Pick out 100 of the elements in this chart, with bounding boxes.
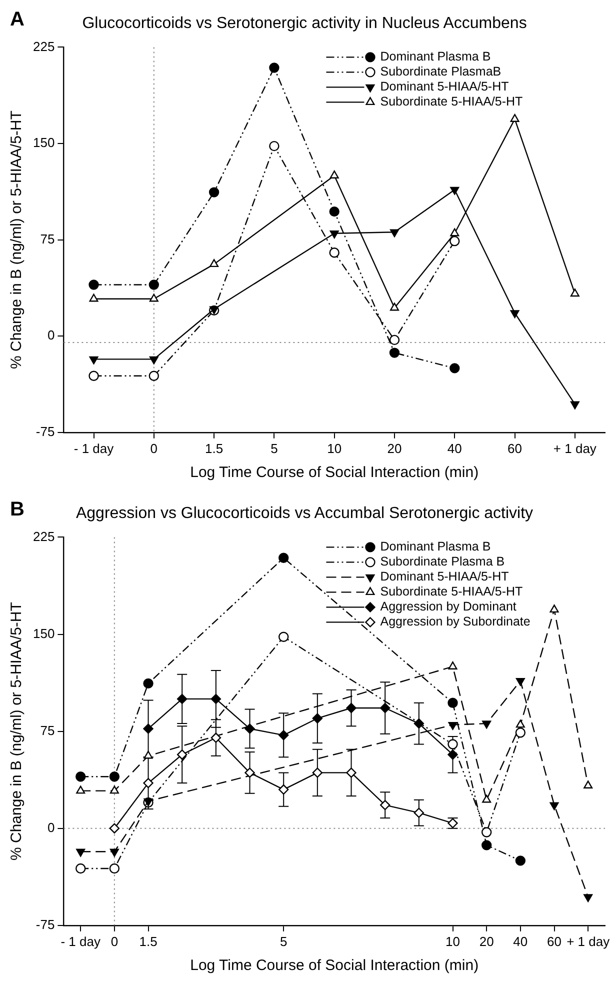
- legend-label: Aggression by Dominant: [380, 600, 517, 614]
- x-tick-label: 60: [508, 440, 522, 456]
- point: [278, 784, 289, 795]
- point: [584, 780, 593, 788]
- point: [143, 724, 154, 734]
- point: [329, 206, 340, 217]
- point: [312, 713, 323, 724]
- point: [448, 749, 458, 760]
- point: [177, 694, 188, 704]
- point: [570, 288, 580, 297]
- point: [177, 749, 188, 760]
- x-tick-label: 40: [513, 934, 528, 949]
- point: [482, 794, 492, 803]
- y-axis-title: % Change in B (ng/ml) or 5-HIAA/5-HT: [8, 602, 26, 861]
- point: [109, 771, 120, 782]
- point: [346, 702, 356, 714]
- point: [110, 786, 119, 794]
- point: [390, 229, 399, 238]
- chart-title: Aggression vs Glucocorticoids vs Accumbal Serotonergic activity: [76, 505, 534, 522]
- y-tick-label: -75: [36, 424, 55, 439]
- point: [450, 236, 460, 246]
- point: [330, 230, 339, 238]
- point: [329, 248, 340, 258]
- x-tick-label: 10: [327, 440, 342, 456]
- point: [210, 259, 219, 268]
- point: [143, 678, 154, 689]
- legend-label: Subordinate 5-HIAA/5-HT: [380, 94, 524, 109]
- point: [109, 863, 120, 874]
- point: [210, 732, 222, 743]
- point: [88, 370, 99, 382]
- y-tick-label: 0: [47, 328, 55, 343]
- point: [148, 370, 160, 382]
- point: [110, 848, 119, 857]
- point: [584, 894, 593, 902]
- x-tick-label: - 1 day: [60, 934, 101, 949]
- point: [515, 856, 526, 866]
- legend-label: Subordinate PlasmaB: [380, 64, 502, 79]
- x-tick-label: + 1 day: [566, 934, 610, 949]
- point: [380, 702, 390, 714]
- point: [448, 698, 458, 708]
- y-tick-label: 225: [32, 38, 55, 54]
- point: [380, 800, 390, 810]
- x-tick-label: 5: [270, 440, 278, 456]
- y-tick-label: 150: [32, 135, 55, 150]
- point: [76, 786, 86, 794]
- legend-label: Aggression by Subordinate: [380, 614, 530, 629]
- point: [389, 348, 400, 358]
- point: [516, 678, 525, 686]
- legend-label: Dominant 5-HIAA/5-HT: [380, 80, 510, 94]
- point: [390, 302, 399, 311]
- y-tick-label: 0: [47, 820, 55, 835]
- point: [510, 310, 520, 318]
- x-tick-label: 5: [280, 934, 288, 949]
- point: [244, 768, 255, 778]
- point: [278, 632, 289, 642]
- x-tick-label: 10: [446, 934, 460, 949]
- x-tick-label: 60: [547, 934, 562, 949]
- legend-label: Dominant Plasma B: [380, 540, 491, 554]
- point: [109, 823, 120, 834]
- x-axis-title: Log Time Course of Social Interaction (min): [190, 464, 479, 482]
- point: [481, 840, 492, 850]
- point: [515, 727, 526, 738]
- x-tick-label: 1.5: [205, 440, 224, 456]
- legend-label: Subordinate Plasma B: [380, 554, 505, 569]
- point: [450, 363, 460, 374]
- text: B: [10, 498, 24, 521]
- point: [481, 827, 492, 838]
- x-tick-label: 1.5: [139, 934, 158, 949]
- point: [482, 720, 492, 729]
- x-tick-label: 0: [110, 934, 118, 949]
- x-tick-label: 20: [479, 934, 494, 949]
- point: [278, 552, 289, 564]
- x-axis-title: Log Time Course of Social Interaction (min): [190, 957, 479, 974]
- point: [89, 294, 98, 302]
- point: [76, 848, 86, 857]
- y-tick-label: -75: [36, 916, 55, 932]
- point: [149, 356, 158, 364]
- point: [278, 730, 289, 740]
- y-tick-label: 75: [40, 231, 55, 246]
- point: [450, 186, 460, 195]
- point: [550, 604, 559, 613]
- point: [208, 187, 220, 198]
- y-tick-label: 150: [32, 626, 55, 641]
- point: [414, 718, 424, 729]
- legend-label: Subordinate 5-HIAA/5-HT: [380, 584, 524, 599]
- point: [210, 694, 222, 704]
- point: [148, 280, 160, 290]
- x-tick-label: 40: [447, 440, 462, 456]
- point: [149, 294, 158, 302]
- point: [414, 808, 424, 818]
- x-tick-label: - 1 day: [74, 440, 114, 456]
- point: [448, 722, 458, 730]
- point: [269, 140, 280, 152]
- point: [346, 768, 356, 778]
- point: [144, 750, 153, 759]
- point: [570, 401, 580, 410]
- point: [88, 280, 99, 290]
- legend-label: Dominant Plasma B: [380, 50, 491, 64]
- point: [143, 778, 154, 788]
- legend-label: Dominant 5-HIAA/5-HT: [380, 570, 510, 584]
